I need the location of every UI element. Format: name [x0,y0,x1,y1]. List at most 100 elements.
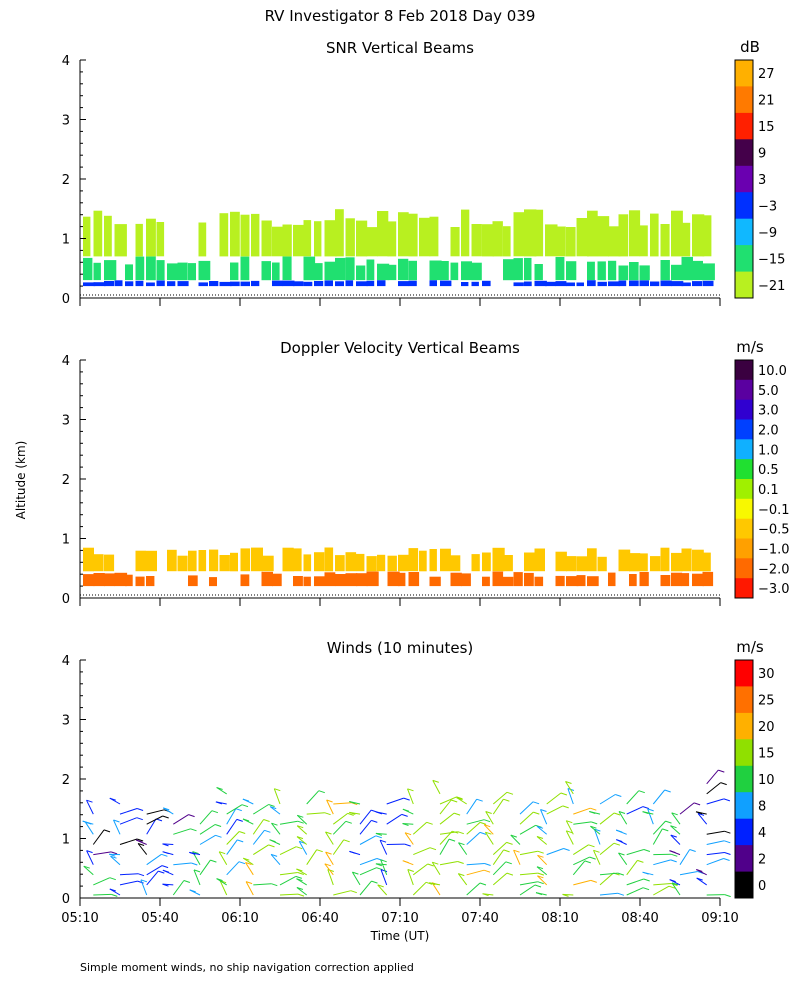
colorbar-swatch [735,578,753,599]
panel-title: Doppler Velocity Vertical Beams [280,339,520,357]
heatmap-cell [282,547,294,572]
wind-barb-flag [214,824,222,827]
wind-barb-flag [324,863,331,867]
wind-barb [466,822,481,835]
wind-barb-flag [103,829,111,833]
heatmap-cell [408,213,418,257]
wind-barb-flag [588,844,595,848]
wind-barb [513,849,521,865]
wind-barb [457,873,468,886]
heatmap-cell [198,260,211,281]
wind-barb [565,781,574,795]
colorbar-swatch [735,712,753,740]
wind-barb-flag [109,797,116,801]
wind-barb-flag [589,856,596,860]
wind-barb-flag [270,806,277,810]
wind-barb [519,850,538,856]
heatmap-cell [188,550,197,572]
wind-barb-flag [407,869,414,872]
heatmap-cell [398,281,409,287]
heatmap-cell [104,554,115,572]
wind-barb-flag [111,893,118,897]
wind-barb-flag [297,893,305,897]
wind-barb-flag [242,818,250,822]
wind-barb-flag [380,859,387,863]
wind-barb [593,828,601,845]
colorbar-swatch [735,245,753,272]
wind-barb-flag [296,846,303,850]
wind-barb [519,824,536,835]
wind-barb [279,820,298,825]
x-tick-label: 06:10 [221,911,258,926]
heatmap-cell [587,261,595,281]
heatmap-cell [461,573,471,587]
wind-barb [572,860,586,876]
heatmap-cell [408,548,419,572]
heatmap-cell [534,280,547,287]
wind-barb [652,828,663,845]
wind-barb-flag [563,848,570,851]
wind-barb [599,842,615,855]
heatmap-cell [209,549,219,572]
wind-barb [439,796,457,805]
heatmap-cell [681,282,691,287]
wind-barb-flag [506,872,514,876]
heatmap-cell [524,281,532,287]
wind-barb [140,879,148,896]
heatmap-cell [345,573,358,587]
heatmap-cell [608,572,616,587]
heatmap-cell [545,281,556,287]
heatmap-cell [104,215,112,257]
colorbar-label: −21 [758,279,785,294]
wind-barb [492,791,508,805]
wind-barb-flag [352,871,359,875]
wind-barb [333,890,351,896]
wind-barb-flag [593,849,600,853]
panel-1: SNR Vertical Beams 0 1 2 3 4 27 21 15 9 3 −3 −9 −15 −2… [62,38,786,307]
heatmap-cell [597,261,606,281]
y-tick-label: 2 [62,773,70,788]
wind-barb-flag [215,801,223,805]
colorbar-swatch [735,218,753,246]
wind-barb-flag [371,880,378,884]
wind-barb [298,841,308,855]
wind-barb [439,830,453,845]
wind-barb-flag [536,825,544,829]
wind-barb-flag [349,850,356,854]
wind-barb [296,887,308,896]
heatmap-cell [524,257,532,281]
heatmap-cell [471,262,482,281]
wind-barb-flag [349,801,356,804]
heatmap-cell [324,280,333,287]
heatmap-cell [387,571,400,587]
heatmap-cell [639,280,649,287]
heatmap-cell [692,281,702,287]
x-tick-label: 08:10 [541,911,578,926]
wind-barb [599,872,618,876]
y-tick-label: 0 [62,292,70,307]
colorbar: 27 21 15 9 3 −3 −9 −15 −21 dB [734,38,785,299]
wind-barb-flag [189,889,196,893]
heatmap-cell [524,209,537,257]
wind-barb-flag [326,799,333,803]
wind-barb-flag [594,828,601,832]
colorbar-label: 3.0 [758,404,779,419]
heatmap-cell [387,264,397,281]
wind-barb [226,804,243,815]
wind-barb [519,811,534,825]
colorbar-unit: m/s [736,338,764,356]
wind-barb [546,805,563,815]
heatmap-cell [135,223,143,257]
heatmap-cell [219,281,232,287]
heatmap-cell [303,554,312,572]
wind-barb [593,850,601,865]
colorbar-swatch [735,845,753,872]
y-tick-label: 4 [62,354,70,369]
colorbar-swatch [735,112,753,140]
wind-barb [279,846,297,856]
wind-barb [671,882,681,896]
heatmap-cell [303,281,313,287]
wind-barb-flag [695,811,703,815]
heatmap-cell [125,281,134,287]
wind-barb [618,852,628,865]
